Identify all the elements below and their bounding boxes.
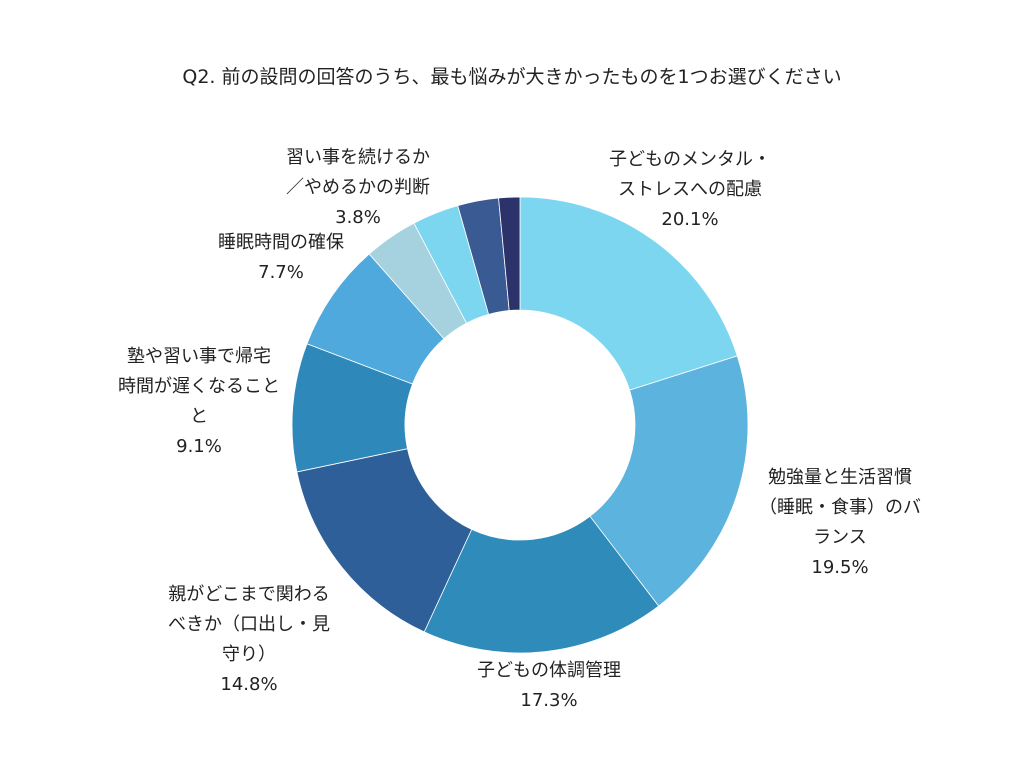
label-percent: 7.7% [258,262,304,283]
donut-slice [519,196,738,391]
label-percent: 19.5% [811,557,869,578]
chart-title: Q2. 前の設問の回答のうち、最も悩みが大きかったものを1つお選びください [182,66,842,88]
label-percent: 17.3% [520,690,578,711]
label-mental-stress: 子どものメンタル・ ストレスへの配慮 20.1% [609,145,771,235]
label-line: 時間が遅くなること [118,376,280,397]
label-percent: 9.1% [176,436,222,457]
label-parent-involvement: 親がどこまで関わる べきか（口出し・見 守り） 14.8% [168,580,330,700]
label-line: 子どものメンタル・ [609,149,771,170]
label-line: 塾や習い事で帰宅 [127,346,271,367]
label-line: （睡眠・食事）のバ [759,497,921,518]
label-percent: 20.1% [661,209,719,230]
label-line: 勉強量と生活習慣 [768,467,912,488]
label-health-management: 子どもの体調管理 17.3% [477,656,621,716]
label-line: 親がどこまで関わる [168,584,330,605]
donut-slice [498,196,521,311]
label-percent: 14.8% [220,674,278,695]
donut-slice [296,448,473,633]
label-late-return-home: 塾や習い事で帰宅 時間が遅くなること と 9.1% [118,342,280,462]
label-line: べきか（口出し・見 [168,614,330,635]
label-continue-or-quit-lessons: 習い事を続けるか ／やめるかの判断 3.8% [286,143,430,233]
label-study-lifestyle-balance: 勉強量と生活習慣 （睡眠・食事）のバ ランス 19.5% [759,463,921,583]
donut-slice [589,355,749,607]
label-percent: 3.8% [335,207,381,228]
label-line: ランス [813,527,867,548]
label-line: 睡眠時間の確保 [218,232,344,253]
label-line: ストレスへの配慮 [618,179,762,200]
label-line: 守り） [222,644,276,665]
label-line: ／やめるかの判断 [286,177,430,198]
donut-slice [423,515,660,654]
label-line: と [190,406,208,427]
label-line: 習い事を続けるか [286,147,430,168]
label-line: 子どもの体調管理 [477,660,621,681]
label-sleep-time: 睡眠時間の確保 7.7% [218,228,344,288]
